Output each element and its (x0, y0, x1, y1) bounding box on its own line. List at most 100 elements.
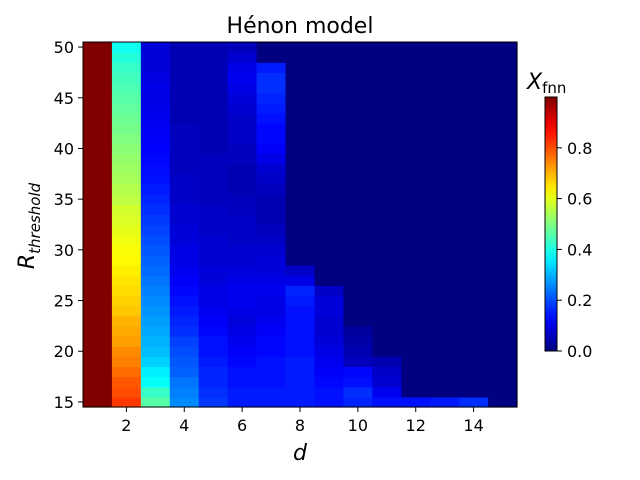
heatmap-cell (256, 123, 287, 134)
heatmap-cell (83, 396, 113, 408)
heatmap-cell (198, 52, 229, 63)
heatmap-cell (488, 346, 518, 357)
heatmap-cell (256, 112, 287, 124)
heatmap-cell (256, 143, 287, 155)
heatmap-cell (227, 183, 258, 195)
heatmap-cell (488, 295, 518, 307)
heatmap-cell (83, 112, 113, 124)
heatmap-cell (343, 376, 373, 388)
heatmap-cell (343, 123, 373, 134)
heatmap-cell (430, 143, 460, 155)
heatmap-cell (343, 224, 373, 236)
heatmap-cell (285, 62, 316, 74)
heatmap-cell (430, 376, 460, 388)
heatmap-cell (459, 92, 489, 104)
heatmap-cell (372, 62, 402, 74)
heatmap-cell (227, 112, 258, 124)
heatmap-cell (285, 82, 316, 94)
heatmap-cell (140, 275, 171, 286)
heatmap-cell (169, 356, 200, 368)
heatmap-cell (198, 173, 229, 185)
colorbar-tick-label: 0.0 (567, 342, 592, 361)
heatmap-cell (227, 173, 258, 185)
heatmap-cell (256, 356, 287, 368)
heatmap-cell (372, 366, 402, 378)
heatmap-cell (111, 234, 142, 246)
heatmap-cell (111, 295, 142, 307)
heatmap-cell (83, 72, 113, 84)
heatmap-cell (343, 366, 373, 378)
heatmap-cell (343, 295, 373, 307)
heatmap-cell (459, 143, 489, 155)
heatmap-cell (343, 194, 373, 205)
heatmap-cell (256, 52, 287, 63)
heatmap-cell (343, 102, 373, 114)
heatmap-cell (372, 295, 402, 307)
heatmap-cell (169, 346, 200, 357)
heatmap-cell (111, 173, 142, 185)
heatmap-cell (140, 123, 171, 134)
heatmap-cell (285, 386, 316, 398)
heatmap-cell (256, 295, 287, 307)
heatmap-cell (401, 143, 431, 155)
heatmap-cell (227, 133, 258, 144)
heatmap-cell (430, 275, 460, 286)
heatmap-cell (227, 42, 258, 53)
heatmap-cell (227, 123, 258, 134)
heatmap-cell (459, 42, 489, 53)
heatmap-cell (459, 265, 489, 276)
heatmap-cell (285, 396, 316, 408)
heatmap-cell (227, 356, 258, 368)
heatmap-cell (314, 346, 344, 357)
heatmap-cell (343, 42, 373, 53)
heatmap-cell (285, 123, 316, 134)
heatmap-cell (256, 234, 287, 246)
heatmap-cell (459, 234, 489, 246)
heatmap-cell (111, 143, 142, 155)
heatmap-cell (430, 254, 460, 266)
heatmap-cell (401, 72, 431, 84)
heatmap-cell (401, 295, 431, 307)
heatmap-cell (169, 92, 200, 104)
heatmap-cell (285, 285, 316, 297)
heatmap-cell (140, 386, 171, 398)
heatmap-cell (227, 234, 258, 246)
heatmap-cell (83, 204, 113, 215)
heatmap-cell (372, 153, 402, 165)
heatmap-cell (140, 325, 171, 337)
heatmap-cell (285, 224, 316, 236)
heatmap-cell (140, 133, 171, 144)
heatmap-cell (256, 42, 287, 53)
heatmap-cell (314, 163, 344, 175)
heatmap-cell (372, 386, 402, 398)
heatmap-cell (488, 42, 518, 53)
heatmap-cell (83, 254, 113, 266)
heatmap-cell (83, 173, 113, 185)
y-tick-label: 40 (54, 139, 74, 158)
heatmap-cell (227, 224, 258, 236)
heatmap-cell (169, 82, 200, 94)
heatmap-cell (372, 163, 402, 175)
heatmap-cell (83, 295, 113, 307)
heatmap-cell (372, 346, 402, 357)
heatmap-cell (256, 133, 287, 144)
heatmap-cell (430, 62, 460, 74)
heatmap-cell (285, 366, 316, 378)
heatmap-cell (459, 72, 489, 84)
colorbar-tick-label: 0.2 (567, 291, 592, 310)
heatmap-cell (227, 72, 258, 84)
heatmap-cell (169, 275, 200, 286)
heatmap-cell (256, 305, 287, 317)
heatmap-cell (285, 325, 316, 337)
heatmap-cell (401, 386, 431, 398)
heatmap-cell (314, 92, 344, 104)
heatmap-cell (140, 234, 171, 246)
heatmap-cell (111, 356, 142, 368)
heatmap-cell (256, 72, 287, 84)
heatmap-cell (111, 42, 142, 53)
heatmap-cell (227, 315, 258, 327)
heatmap-cell (169, 315, 200, 327)
heatmap-cell (430, 214, 460, 226)
heatmap-cell (256, 224, 287, 236)
heatmap-cell (488, 102, 518, 114)
